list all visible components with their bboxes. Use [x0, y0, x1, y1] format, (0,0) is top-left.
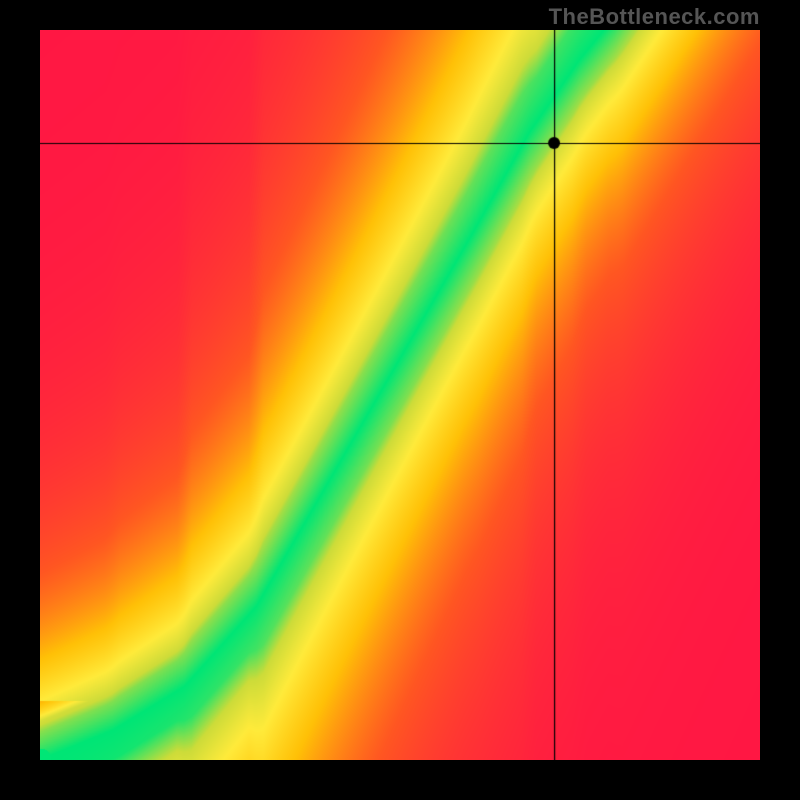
heatmap-canvas: [40, 30, 760, 760]
bottleneck-heatmap: [40, 30, 760, 760]
watermark-text: TheBottleneck.com: [549, 4, 760, 30]
